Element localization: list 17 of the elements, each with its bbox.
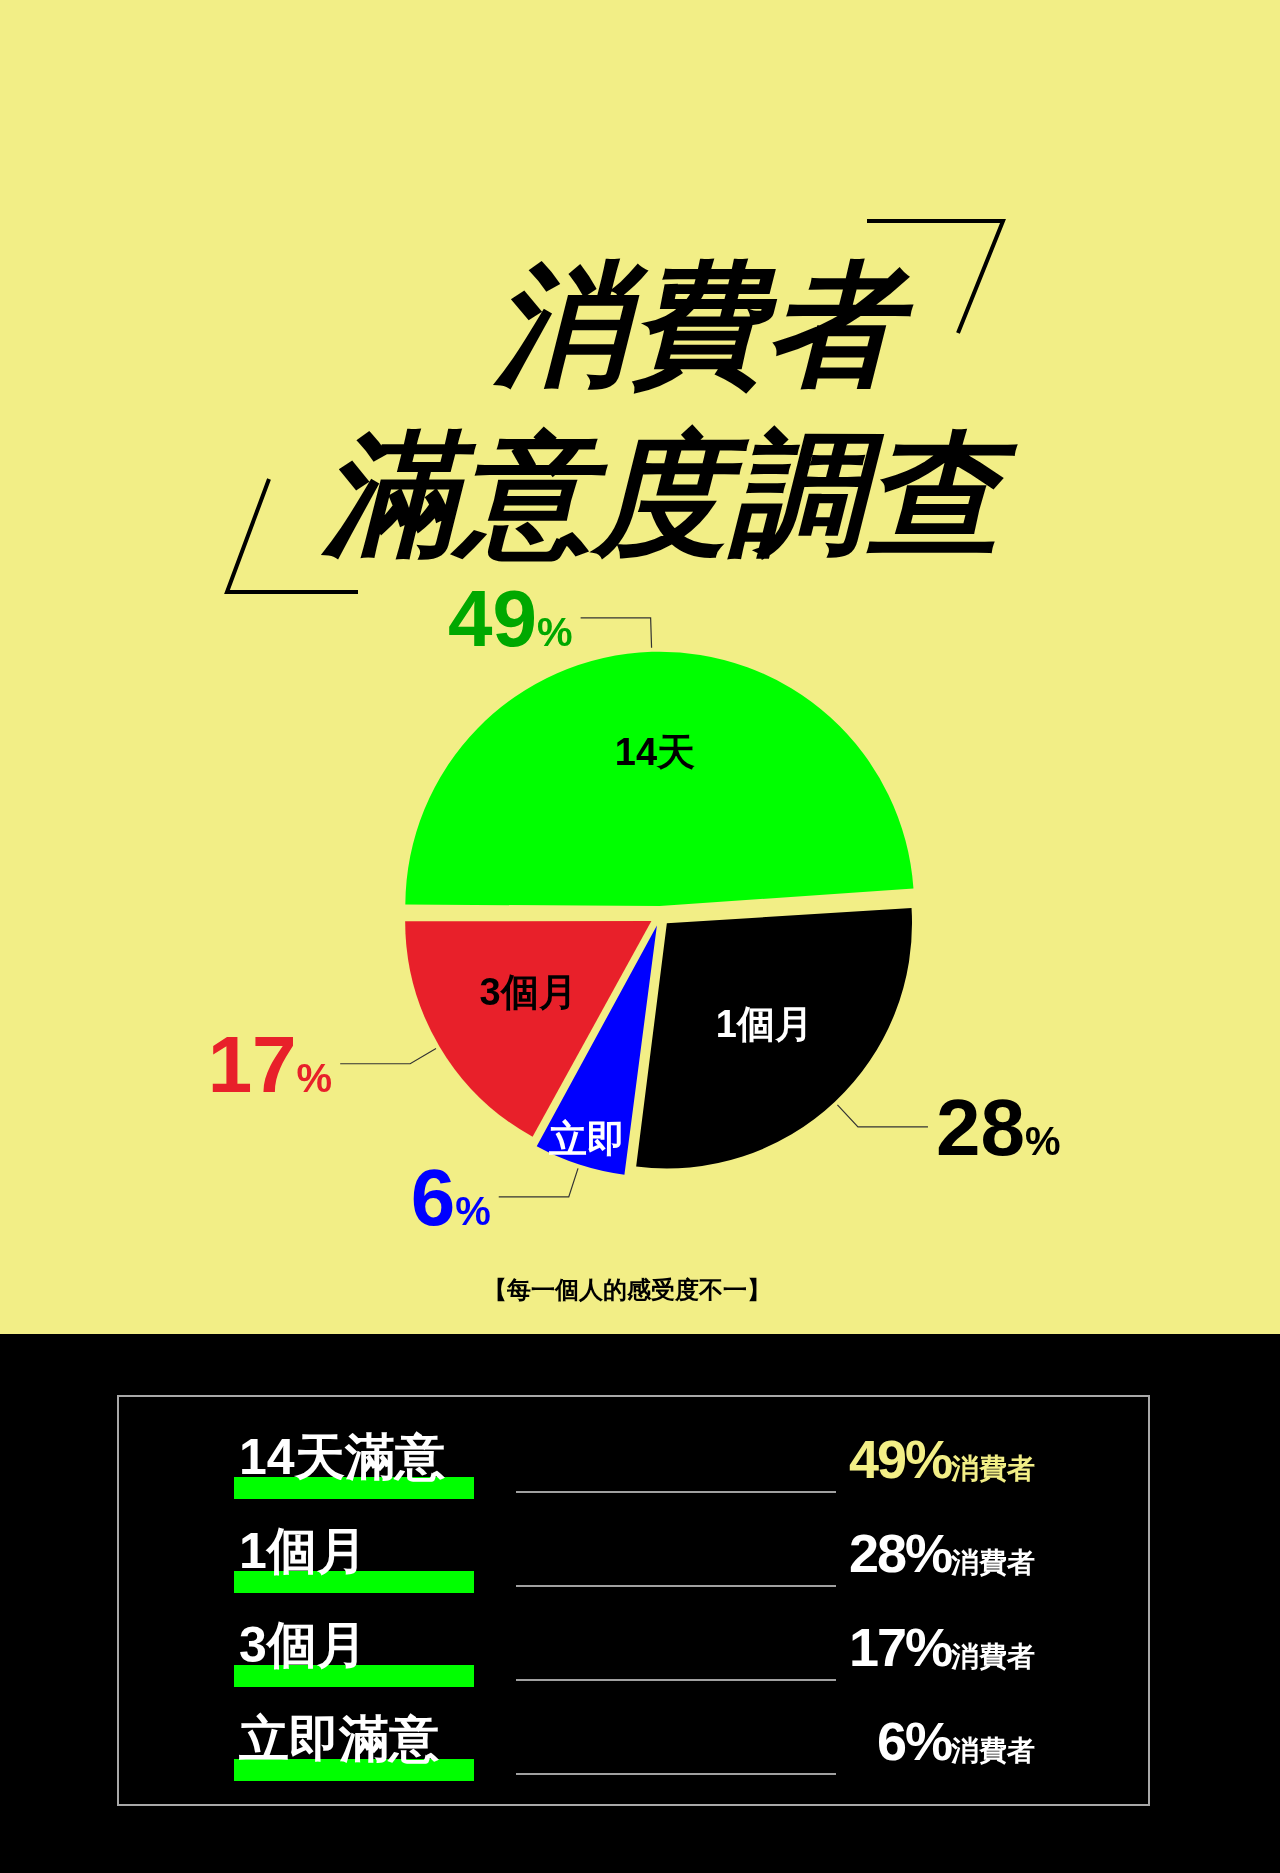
slice-label: 3個月 [479, 970, 577, 1013]
data-label: 49% [448, 573, 573, 663]
slice-label: 立即 [548, 1118, 625, 1161]
data-label: 17% [207, 1019, 333, 1109]
data-label: 28% [935, 1082, 1061, 1172]
text: 【每一個人的感受度不一】 [482, 1275, 772, 1305]
data-label: 6% [410, 1152, 491, 1242]
text: 49%消費者 [848, 1429, 1035, 1489]
text: 17%消費者 [848, 1617, 1035, 1677]
category-label: 立即滿意 [239, 1710, 439, 1769]
category-label: 3個月 [239, 1616, 367, 1675]
slice-label: 1個月 [715, 1003, 813, 1046]
category-label: 1個月 [239, 1522, 367, 1581]
category-label: 14天滿意 [239, 1428, 445, 1487]
text: 6%消費者 [876, 1711, 1035, 1771]
text: 28%消費者 [848, 1523, 1035, 1583]
slice-label: 14天 [614, 731, 696, 774]
